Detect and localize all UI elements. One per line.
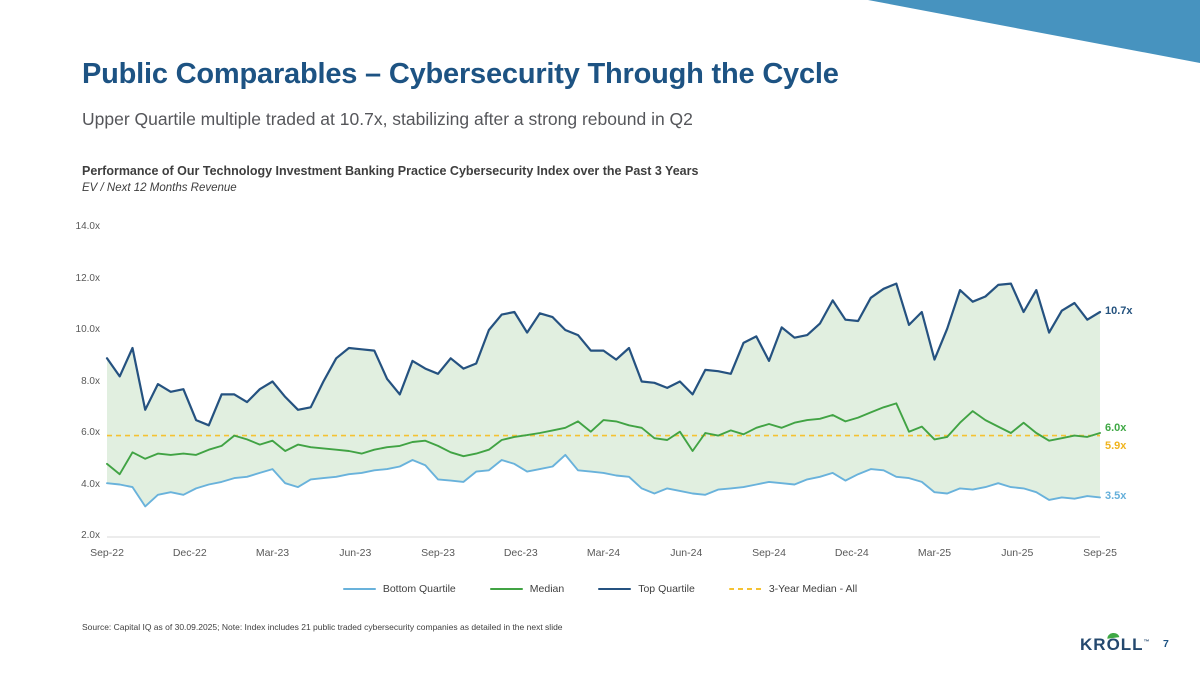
legend-label: Bottom Quartile [382,583,456,595]
bottom-quartile-line [106,453,1101,508]
end-label-top-quartile: 10.7x [1105,304,1133,317]
kroll-logo: KROLL™ [1080,635,1150,654]
quartile-band [107,283,1100,507]
end-label-median: 6.0x [1105,422,1127,434]
line-swatch [598,587,632,591]
chart-legend: Bottom Quartile Median Top Quartile 3-Year … [0,583,1200,595]
x-tick-label: Mar-25 [917,547,952,559]
chart-subtitle: EV / Next 12 Months Revenue [82,182,237,194]
y-tick-label: 6.0x [81,427,100,438]
legend-item-median: Median [489,583,565,595]
y-tick-label: 4.0x [81,478,100,490]
top-quartile-line [105,282,1102,427]
x-tick-label: Sep-22 [90,547,124,559]
legend-item-top-quartile: Top Quartile [598,583,695,595]
median-line [106,402,1101,476]
legend-label: Median [529,583,565,595]
slide-subtitle: Upper Quartile multiple traded at 10.7x,… [82,109,693,129]
x-tick-label: Sep-24 [752,547,786,559]
legend-label: Top Quartile [638,583,695,595]
x-tick-label: Sep-23 [421,547,455,559]
x-tick-label: Dec-22 [172,547,207,559]
legend-label: 3-Year Median - All [768,583,858,595]
corner-accent-triangle [868,0,1200,63]
page-number: 7 [1163,638,1169,650]
x-tick-label: Sep-25 [1083,547,1117,559]
end-label-3yr-median: 5.9x [1105,439,1127,452]
y-tick-label: 8.0x [81,375,100,387]
chart-plot [105,282,1102,538]
chart-plot-area [95,220,1110,542]
line-swatch [342,587,376,591]
x-tick-label: Dec-23 [503,547,538,559]
y-tick-label: 10.0x [75,324,100,335]
line-swatch [489,587,523,591]
dashed-line-swatch [728,587,762,591]
x-tick-label: Mar-24 [586,547,621,559]
legend-item-bottom-quartile: Bottom Quartile [342,583,456,595]
y-tick-label: 2.0x [81,530,100,541]
source-note: Source: Capital IQ as of 30.09.2025; Not… [82,622,563,632]
kroll-logo-o-swoosh: O [1106,635,1121,654]
y-tick-label: 14.0x [75,221,100,232]
x-tick-label: Dec-24 [834,547,869,559]
end-label-bottom-quartile: 3.5x [1105,490,1127,503]
chart-title: Performance of Our Technology Investment… [82,164,699,178]
legend-item-3-year-median---all: 3-Year Median - All [728,583,858,595]
x-tick-label: Jun-24 [670,547,703,559]
x-tick-label: Jun-23 [339,547,372,559]
y-tick-label: 12.0x [75,272,100,284]
slide-title: Public Comparables – Cybersecurity Throu… [82,58,839,90]
x-tick-label: Mar-23 [255,547,290,559]
x-tick-label: Jun-25 [1001,547,1034,559]
